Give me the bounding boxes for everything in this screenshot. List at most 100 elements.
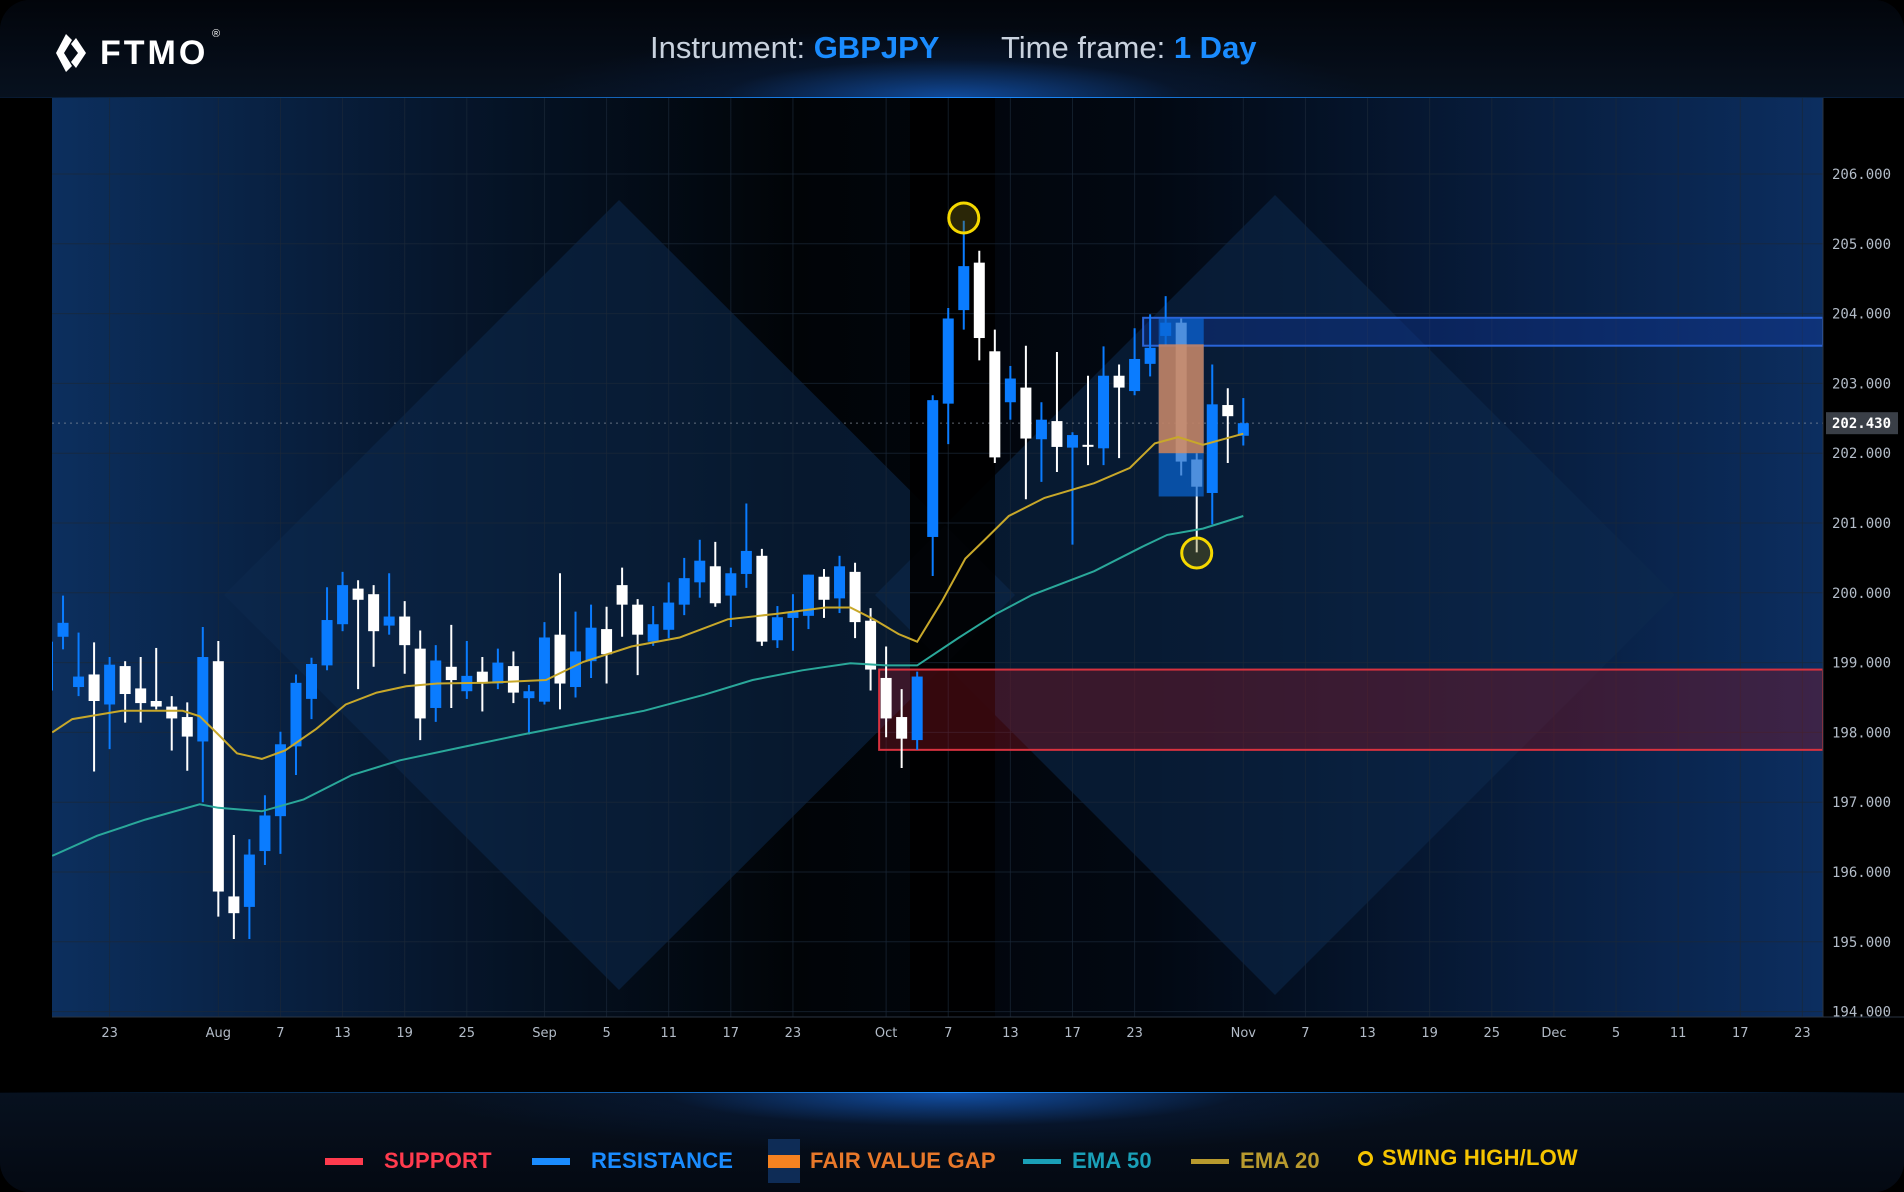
candlestick-chart[interactable]: 194.000 195.000 196.000 197.000 198.000 199.0… <box>0 98 1904 1093</box>
time-tick-label: 11 <box>1670 1026 1687 1041</box>
candle-body <box>399 616 411 646</box>
candle-body <box>1035 419 1047 440</box>
candle-body <box>1051 421 1063 447</box>
timeframe-label: Time frame: <box>1001 30 1166 65</box>
candle-body <box>694 560 706 583</box>
time-tick-label: Nov <box>1231 1026 1257 1041</box>
candle-body <box>756 555 768 642</box>
legend-fair-value-gap: FAIR VALUE GAP <box>768 1139 996 1183</box>
price-tick-label: 196.000 <box>1832 865 1891 881</box>
candle-body <box>1066 435 1078 448</box>
candle-body <box>368 594 380 632</box>
candle-body <box>352 588 364 600</box>
candle-body <box>632 604 644 635</box>
bullish-candle <box>911 671 923 750</box>
blue-line-swatch-icon <box>532 1157 570 1165</box>
ftmo-diamond-icon <box>56 34 86 72</box>
candle-body <box>197 657 209 742</box>
bullish-candle <box>104 657 116 750</box>
candle-body <box>740 550 752 574</box>
bullish-candle <box>337 571 349 632</box>
time-tick-label: 5 <box>1612 1026 1620 1041</box>
candle-body <box>570 651 582 688</box>
candle-body <box>243 854 255 907</box>
orange-block-swatch-icon <box>768 1139 800 1183</box>
time-tick-label: 13 <box>1002 1026 1019 1041</box>
price-tick-label: 205.000 <box>1832 237 1891 253</box>
time-axis[interactable]: 23 Aug 7 13 19 25 Sep 5 11 17 23 Oct 7 13 17 23 Nov 7 13 19… <box>101 1026 1810 1041</box>
price-chart[interactable]: 194.000 195.000 196.000 197.000 198.000 199.0… <box>0 98 1904 1093</box>
price-tick-label: 203.000 <box>1832 376 1891 392</box>
ftmo-logo: FTMO ® <box>52 28 220 74</box>
legend-resistance: RESISTANCE <box>532 1148 733 1174</box>
bearish-candle <box>445 624 457 708</box>
instrument-title: Instrument: GBPJPY <box>650 30 939 66</box>
bullish-candle <box>647 606 659 646</box>
time-tick-label: 5 <box>602 1026 610 1041</box>
candle-body <box>492 662 504 684</box>
bearish-candle <box>880 646 892 738</box>
candle-body <box>1206 404 1218 493</box>
swing-high-marker <box>947 201 981 235</box>
candle-body <box>601 629 613 655</box>
time-tick-label: 17 <box>723 1026 740 1041</box>
support-zone <box>878 668 1823 751</box>
bullish-candle <box>1206 364 1218 525</box>
bullish-candle <box>725 567 737 628</box>
bullish-candle <box>259 795 271 866</box>
candle-body <box>585 627 597 662</box>
legend-label: EMA 50 <box>1072 1148 1152 1173</box>
candle-body <box>306 663 318 699</box>
price-tick-label: 201.000 <box>1832 516 1891 532</box>
time-tick-label: 13 <box>1359 1026 1376 1041</box>
time-tick-label: 17 <box>1732 1026 1749 1041</box>
bullish-candle <box>290 674 302 775</box>
legend-label: RESISTANCE <box>591 1148 734 1173</box>
legend-bar <box>0 1093 1904 1192</box>
bullish-candle <box>321 587 333 671</box>
time-tick-label: Sep <box>532 1026 557 1041</box>
candle-body <box>119 666 131 695</box>
candle-body <box>1144 347 1156 364</box>
time-tick-label: 25 <box>1484 1026 1501 1041</box>
time-tick-label: 19 <box>1421 1026 1438 1041</box>
candle-body <box>1222 405 1234 417</box>
bearish-candle <box>601 606 613 684</box>
price-axis[interactable]: 194.000 195.000 196.000 197.000 198.000 199.0… <box>1826 167 1898 1021</box>
current-price-badge <box>1826 412 1898 435</box>
candle-body <box>52 641 53 691</box>
teal-line-swatch-icon <box>1023 1158 1061 1164</box>
price-tick-label: 200.000 <box>1832 586 1891 602</box>
candle-body <box>212 661 224 892</box>
logo-text: FTMO <box>100 33 209 72</box>
candle-body <box>725 573 737 596</box>
candle-body <box>787 611 799 618</box>
bullish-candle <box>927 395 939 577</box>
bearish-candle <box>476 657 488 712</box>
bullish-candle <box>958 220 970 330</box>
fvg-gap-box <box>1158 344 1204 454</box>
timeframe-value: 1 Day <box>1173 30 1257 65</box>
price-tick-label: 194.000 <box>1832 1005 1891 1021</box>
bullish-candle <box>1237 398 1249 446</box>
swing-low-marker <box>1180 536 1214 570</box>
bearish-candle <box>150 647 162 710</box>
bullish-candle <box>1129 328 1141 396</box>
price-tick-label: 199.000 <box>1832 656 1891 672</box>
candle-body <box>150 700 162 707</box>
time-tick-label: 13 <box>334 1026 351 1041</box>
candle-body <box>880 677 892 719</box>
time-tick-label: 7 <box>1301 1026 1309 1041</box>
bearish-candle <box>352 580 364 690</box>
bullish-candle <box>197 627 209 803</box>
candle-body <box>989 351 1001 458</box>
candle-body <box>523 691 535 699</box>
time-tick-label: Aug <box>206 1026 231 1041</box>
price-tick-label: 206.000 <box>1832 167 1891 183</box>
candle-body <box>259 815 271 852</box>
price-tick-label: 204.000 <box>1832 307 1891 323</box>
candle-body <box>616 585 628 605</box>
bearish-candle <box>166 696 178 751</box>
bullish-candle <box>383 573 395 635</box>
candle-body <box>818 576 830 600</box>
